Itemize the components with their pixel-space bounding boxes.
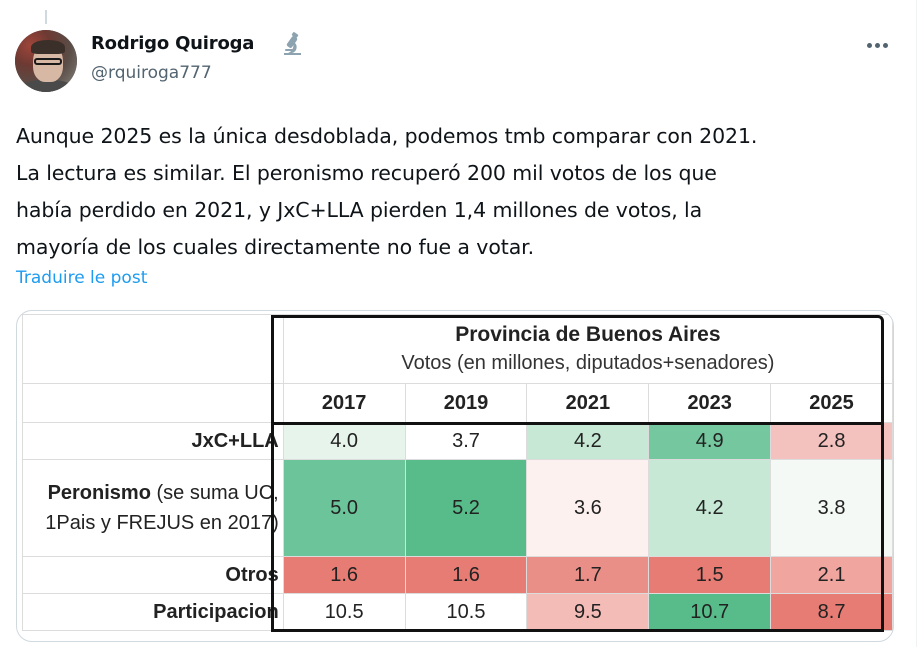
post-text: Aunque 2025 es la única desdoblada, pode… — [16, 118, 906, 266]
column-header-2023: 2023 — [648, 383, 772, 423]
heatmap-cell: 8.7 — [770, 593, 893, 631]
table-row: Otros 1.6 1.6 1.7 1.5 2.1 — [22, 556, 893, 594]
heatmap-cell: 9.5 — [526, 593, 650, 631]
row-label-note: (se suma UC, 1Pais y FREJUS en 2017) — [45, 482, 279, 534]
column-header-2021: 2021 — [526, 383, 650, 423]
author-name[interactable]: Rodrigo Quiroga — [91, 33, 255, 54]
heatmap-cell: 4.2 — [526, 422, 650, 460]
heatmap-cell: 10.5 — [282, 593, 406, 631]
heatmap-cell: 5.2 — [404, 459, 528, 557]
post-text-line: Aunque 2025 es la única desdoblada, pode… — [16, 124, 758, 148]
heatmap-cell: 2.8 — [770, 422, 893, 460]
row-label: JxC+LLA — [22, 422, 284, 460]
empty-corner-cell — [22, 314, 284, 384]
more-dot — [882, 42, 888, 48]
votes-heatmap-table: Provincia de Buenos Aires Votos (en mill… — [22, 314, 893, 631]
row-label-bold: JxC+LLA — [191, 429, 279, 452]
heatmap-cell: 1.7 — [526, 556, 650, 594]
table-row: Peronismo (se suma UC, 1Pais y FREJUS en… — [22, 459, 893, 557]
row-label-bold: Peronismo — [47, 482, 151, 504]
timeline-divider — [916, 0, 917, 647]
row-label: Peronismo (se suma UC, 1Pais y FREJUS en… — [22, 459, 284, 557]
post-text-line: había perdido en 2021, y JxC+LLA pierden… — [16, 198, 703, 222]
column-header-2019: 2019 — [404, 383, 528, 423]
thread-connector-line — [45, 10, 47, 24]
heatmap-cell: 3.7 — [404, 422, 528, 460]
heatmap-cell: 2.1 — [770, 556, 893, 594]
heatmap-cell: 3.8 — [770, 459, 893, 557]
column-header-2017: 2017 — [282, 383, 406, 423]
empty-year-label-cell — [22, 383, 284, 423]
heatmap-cell: 10.7 — [648, 593, 772, 631]
row-label-bold: Participacion — [153, 600, 279, 623]
heatmap-cell: 1.5 — [648, 556, 772, 594]
table-title-cell: Provincia de Buenos Aires Votos (en mill… — [282, 314, 893, 384]
column-header-2025: 2025 — [770, 383, 893, 423]
heatmap-cell: 3.6 — [526, 459, 650, 557]
table-row: Participacion 10.5 10.5 9.5 10.7 8.7 — [22, 593, 893, 631]
heatmap-cell: 4.0 — [282, 422, 406, 460]
heatmap-cell: 10.5 — [404, 593, 528, 631]
row-label-bold: Otros — [225, 563, 279, 586]
microscope-icon — [284, 32, 301, 55]
post-text-line: La lectura es similar. El peronismo recu… — [16, 161, 717, 185]
table-row: JxC+LLA 4.0 3.7 4.2 4.9 2.8 — [22, 422, 893, 460]
more-options-button[interactable] — [862, 32, 892, 58]
row-label: Participacion — [22, 593, 284, 631]
author-handle[interactable]: @rquiroga777 — [91, 63, 212, 83]
translate-post-link[interactable]: Traduire le post — [16, 268, 148, 288]
row-label: Otros — [22, 556, 284, 594]
more-horizontal-icon — [866, 42, 872, 48]
heatmap-cell: 4.2 — [648, 459, 772, 557]
heatmap-cell: 4.9 — [648, 422, 772, 460]
heatmap-cell: 5.0 — [282, 459, 406, 557]
attached-image[interactable]: Provincia de Buenos Aires Votos (en mill… — [16, 310, 894, 642]
more-dot — [874, 42, 880, 48]
heatmap-cell: 1.6 — [282, 556, 406, 594]
table-title: Provincia de Buenos Aires — [455, 323, 721, 346]
heatmap-cell: 1.6 — [404, 556, 528, 594]
table-subtitle: Votos (en millones, diputados+senadores) — [401, 352, 775, 374]
avatar[interactable] — [15, 30, 77, 92]
post-text-line: mayoría de los cuales directamente no fu… — [16, 235, 535, 259]
